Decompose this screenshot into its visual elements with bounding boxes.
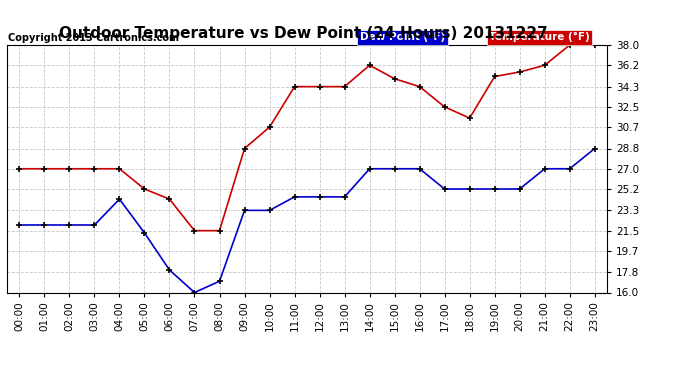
Text: Outdoor Temperature vs Dew Point (24 Hours) 20131227: Outdoor Temperature vs Dew Point (24 Hou… — [59, 26, 548, 41]
Text: Copyright 2013 Cartronics.com: Copyright 2013 Cartronics.com — [8, 33, 179, 42]
Text: Temperature (°F): Temperature (°F) — [489, 32, 590, 42]
Text: Dew Point (°F): Dew Point (°F) — [360, 32, 445, 42]
